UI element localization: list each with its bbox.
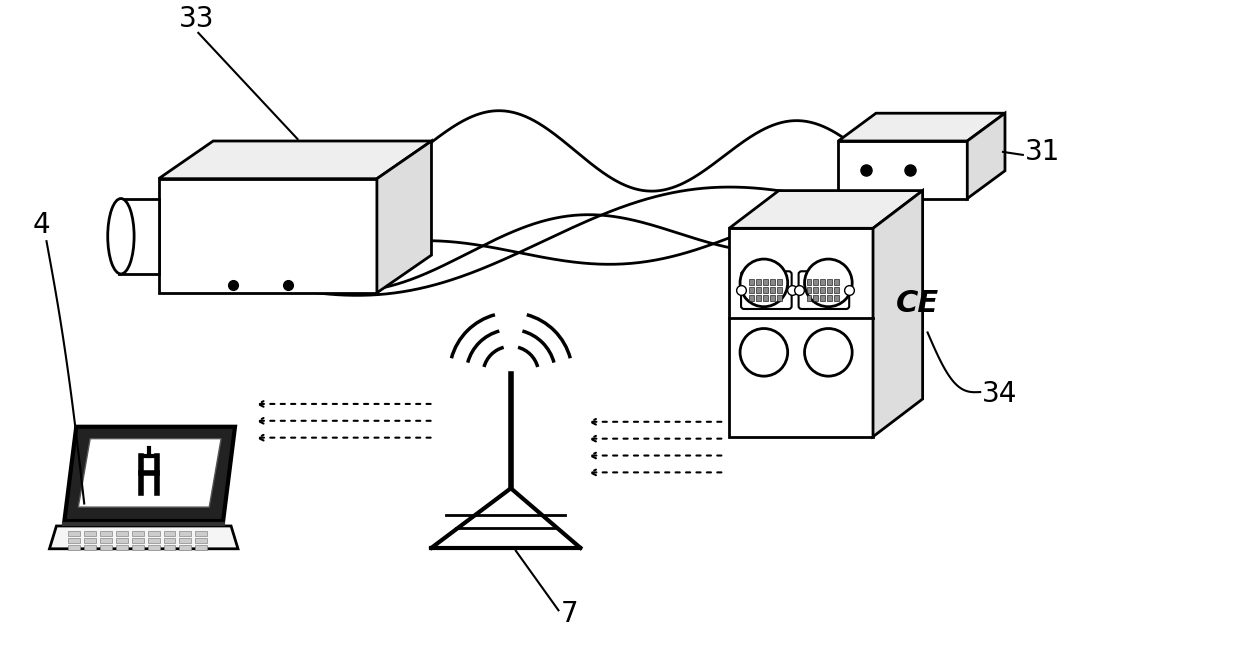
Bar [68,531,81,536]
FancyBboxPatch shape [799,271,849,309]
Bar [180,538,191,543]
Bar [770,287,775,293]
Bar [806,280,811,285]
Bar [821,287,826,293]
Bar [148,531,160,536]
Bar [827,287,832,293]
Bar [835,287,839,293]
Text: 4: 4 [32,211,51,239]
Bar [100,531,112,536]
Polygon shape [729,190,923,228]
Ellipse shape [117,224,125,249]
Bar [196,538,207,543]
Bar [776,280,781,285]
Bar [827,280,832,285]
Bar [813,287,818,293]
Bar [756,287,761,293]
Text: 31: 31 [1024,138,1060,166]
Bar [180,545,191,550]
Bar [835,280,839,285]
Bar [827,295,832,301]
Bar [148,538,160,543]
Bar [117,545,128,550]
Polygon shape [119,198,159,274]
Polygon shape [159,179,377,292]
Text: 7: 7 [560,600,578,628]
Bar [164,531,176,536]
Polygon shape [729,228,873,437]
Bar [763,280,768,285]
Bar [131,531,144,536]
Polygon shape [159,141,432,179]
Bar [821,295,826,301]
Polygon shape [838,141,967,198]
Bar [813,295,818,301]
Bar [776,295,781,301]
Bar [770,295,775,301]
Bar [749,280,754,285]
Circle shape [740,328,787,376]
Bar [763,295,768,301]
Bar [821,280,826,285]
Bar [131,538,144,543]
Bar [100,538,112,543]
Ellipse shape [112,211,130,262]
Bar [164,545,176,550]
Bar [84,531,97,536]
Text: CE: CE [897,289,939,318]
Bar [117,538,128,543]
FancyBboxPatch shape [742,271,791,309]
Bar [148,545,160,550]
Bar [756,280,761,285]
Circle shape [805,328,852,376]
Bar [835,295,839,301]
Circle shape [740,259,787,307]
Polygon shape [78,439,221,507]
Polygon shape [64,427,236,521]
Polygon shape [967,113,1004,198]
Polygon shape [873,190,923,437]
Bar [100,545,112,550]
Text: 33: 33 [179,5,215,33]
Polygon shape [50,526,238,549]
Bar [131,545,144,550]
Bar [813,280,818,285]
Bar [196,545,207,550]
Bar [68,545,81,550]
Bar [756,295,761,301]
Polygon shape [838,113,1004,141]
Bar [196,531,207,536]
Bar [164,538,176,543]
Bar [806,295,811,301]
Bar [770,280,775,285]
Bar [749,295,754,301]
Ellipse shape [108,198,134,274]
Circle shape [805,259,852,307]
Polygon shape [377,141,432,292]
Bar [180,531,191,536]
Text: 34: 34 [982,380,1018,408]
Bar [84,545,97,550]
Bar [117,531,128,536]
Bar [806,287,811,293]
Bar [763,287,768,293]
Bar [68,538,81,543]
Bar [84,538,97,543]
Bar [776,287,781,293]
Bar [749,287,754,293]
